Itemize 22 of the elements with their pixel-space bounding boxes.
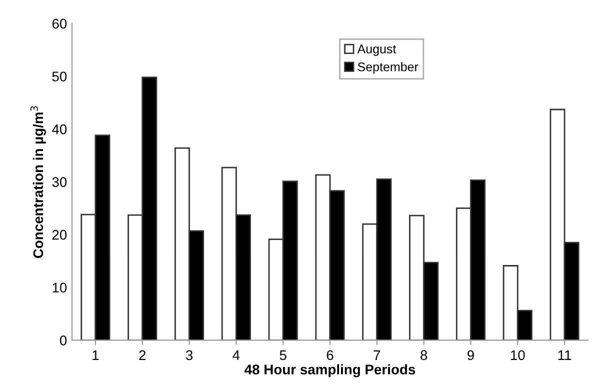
x-tick-label: 4 bbox=[232, 350, 240, 360]
x-tick-label: 9 bbox=[468, 350, 474, 360]
x-tick-label: 7 bbox=[374, 350, 380, 360]
x-tick-label: 6 bbox=[326, 350, 334, 360]
x-tick-label: 10 bbox=[510, 350, 525, 360]
y-tick-label: 30 bbox=[52, 177, 67, 187]
y-axis-title: Concentration in µg/m$^{3}$ bbox=[30, 106, 46, 258]
y-tick-label: 40 bbox=[52, 124, 67, 134]
y-tick-label: 60 bbox=[52, 18, 67, 29]
x-tick-label: 11 bbox=[558, 350, 572, 360]
legend-label: August bbox=[357, 44, 396, 56]
x-tick-label: 1 bbox=[92, 350, 99, 360]
x-axis-title: 48 Hour sampling Periods bbox=[244, 364, 416, 378]
x-tick-label: 3 bbox=[186, 350, 193, 360]
legend-label: September bbox=[358, 62, 418, 74]
x-tick-label: 2 bbox=[139, 350, 146, 360]
y-tick-label: 10 bbox=[52, 282, 67, 293]
y-tick-label: 20 bbox=[52, 230, 67, 240]
y-tick-label: 0 bbox=[60, 336, 67, 346]
x-tick-label: 8 bbox=[420, 350, 428, 360]
x-tick-label: 5 bbox=[280, 350, 286, 360]
y-tick-label: 50 bbox=[52, 72, 67, 82]
